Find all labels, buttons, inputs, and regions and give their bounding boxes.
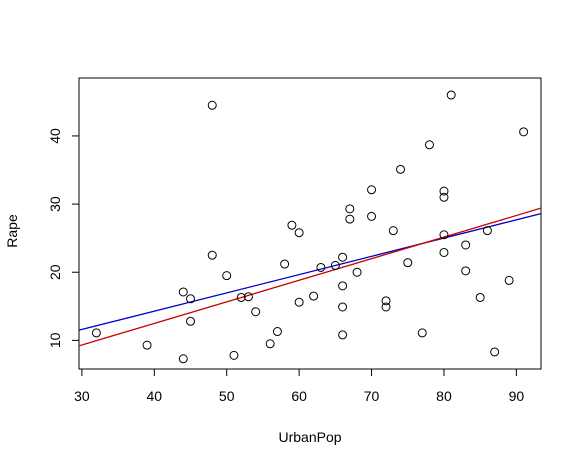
data-point xyxy=(475,292,485,302)
data-point xyxy=(490,347,500,357)
data-point xyxy=(345,214,355,224)
data-point xyxy=(519,127,529,137)
data-point xyxy=(367,211,377,221)
data-point xyxy=(439,192,449,202)
data-point xyxy=(345,204,355,214)
data-point xyxy=(222,271,232,281)
data-point xyxy=(178,354,188,364)
data-point xyxy=(280,259,290,269)
y-tick-label: 30 xyxy=(47,196,63,212)
data-point xyxy=(439,247,449,257)
regression-line-2 xyxy=(78,207,542,347)
data-point xyxy=(243,292,253,302)
data-point xyxy=(367,185,377,195)
data-point xyxy=(265,339,275,349)
data-point xyxy=(482,226,492,236)
data-point xyxy=(236,292,246,302)
data-point xyxy=(352,267,362,277)
data-point xyxy=(446,90,456,100)
data-point xyxy=(178,287,188,297)
data-point xyxy=(439,230,449,240)
x-tick-label: 60 xyxy=(291,388,307,404)
y-tick-label: 20 xyxy=(47,264,63,280)
data-point xyxy=(186,316,196,326)
data-point xyxy=(396,164,406,174)
data-point xyxy=(251,307,261,317)
data-point xyxy=(142,340,152,350)
data-point xyxy=(207,100,217,110)
data-point xyxy=(381,296,391,306)
data-point xyxy=(229,350,239,360)
data-point xyxy=(338,330,348,340)
data-point xyxy=(294,297,304,307)
data-point xyxy=(330,260,340,270)
x-tick-label: 50 xyxy=(219,388,235,404)
data-point xyxy=(316,262,326,272)
data-point xyxy=(381,302,391,312)
y-axis-title: Rape xyxy=(4,214,20,248)
regression-line-1 xyxy=(78,212,542,331)
data-point xyxy=(91,328,101,338)
data-point xyxy=(461,240,471,250)
y-axis: 10 20 30 40 xyxy=(47,128,80,348)
y-tick-label: 10 xyxy=(47,332,63,348)
data-point xyxy=(424,140,434,150)
data-point xyxy=(309,291,319,301)
x-tick-label: 30 xyxy=(74,388,90,404)
data-point xyxy=(186,294,196,304)
data-point xyxy=(287,220,297,230)
regression-lines xyxy=(78,207,542,347)
data-point xyxy=(338,281,348,291)
x-tick-label: 70 xyxy=(364,388,380,404)
data-point xyxy=(338,252,348,262)
x-tick-label: 80 xyxy=(436,388,452,404)
data-point xyxy=(272,327,282,337)
data-point xyxy=(338,302,348,312)
data-point xyxy=(403,258,413,268)
data-point xyxy=(439,186,449,196)
data-point xyxy=(294,228,304,238)
x-axis-title: UrbanPop xyxy=(278,429,341,445)
data-point xyxy=(417,328,427,338)
data-point xyxy=(207,250,217,260)
data-point xyxy=(461,266,471,276)
x-axis: 30 40 50 60 70 80 90 xyxy=(74,368,525,404)
data-point xyxy=(504,275,514,285)
y-tick-label: 40 xyxy=(47,128,63,144)
data-points xyxy=(91,90,529,364)
data-point xyxy=(388,226,398,236)
x-tick-label: 40 xyxy=(147,388,163,404)
x-tick-label: 90 xyxy=(509,388,525,404)
